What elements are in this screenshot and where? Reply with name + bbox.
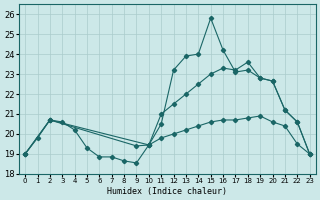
X-axis label: Humidex (Indice chaleur): Humidex (Indice chaleur) (108, 187, 228, 196)
